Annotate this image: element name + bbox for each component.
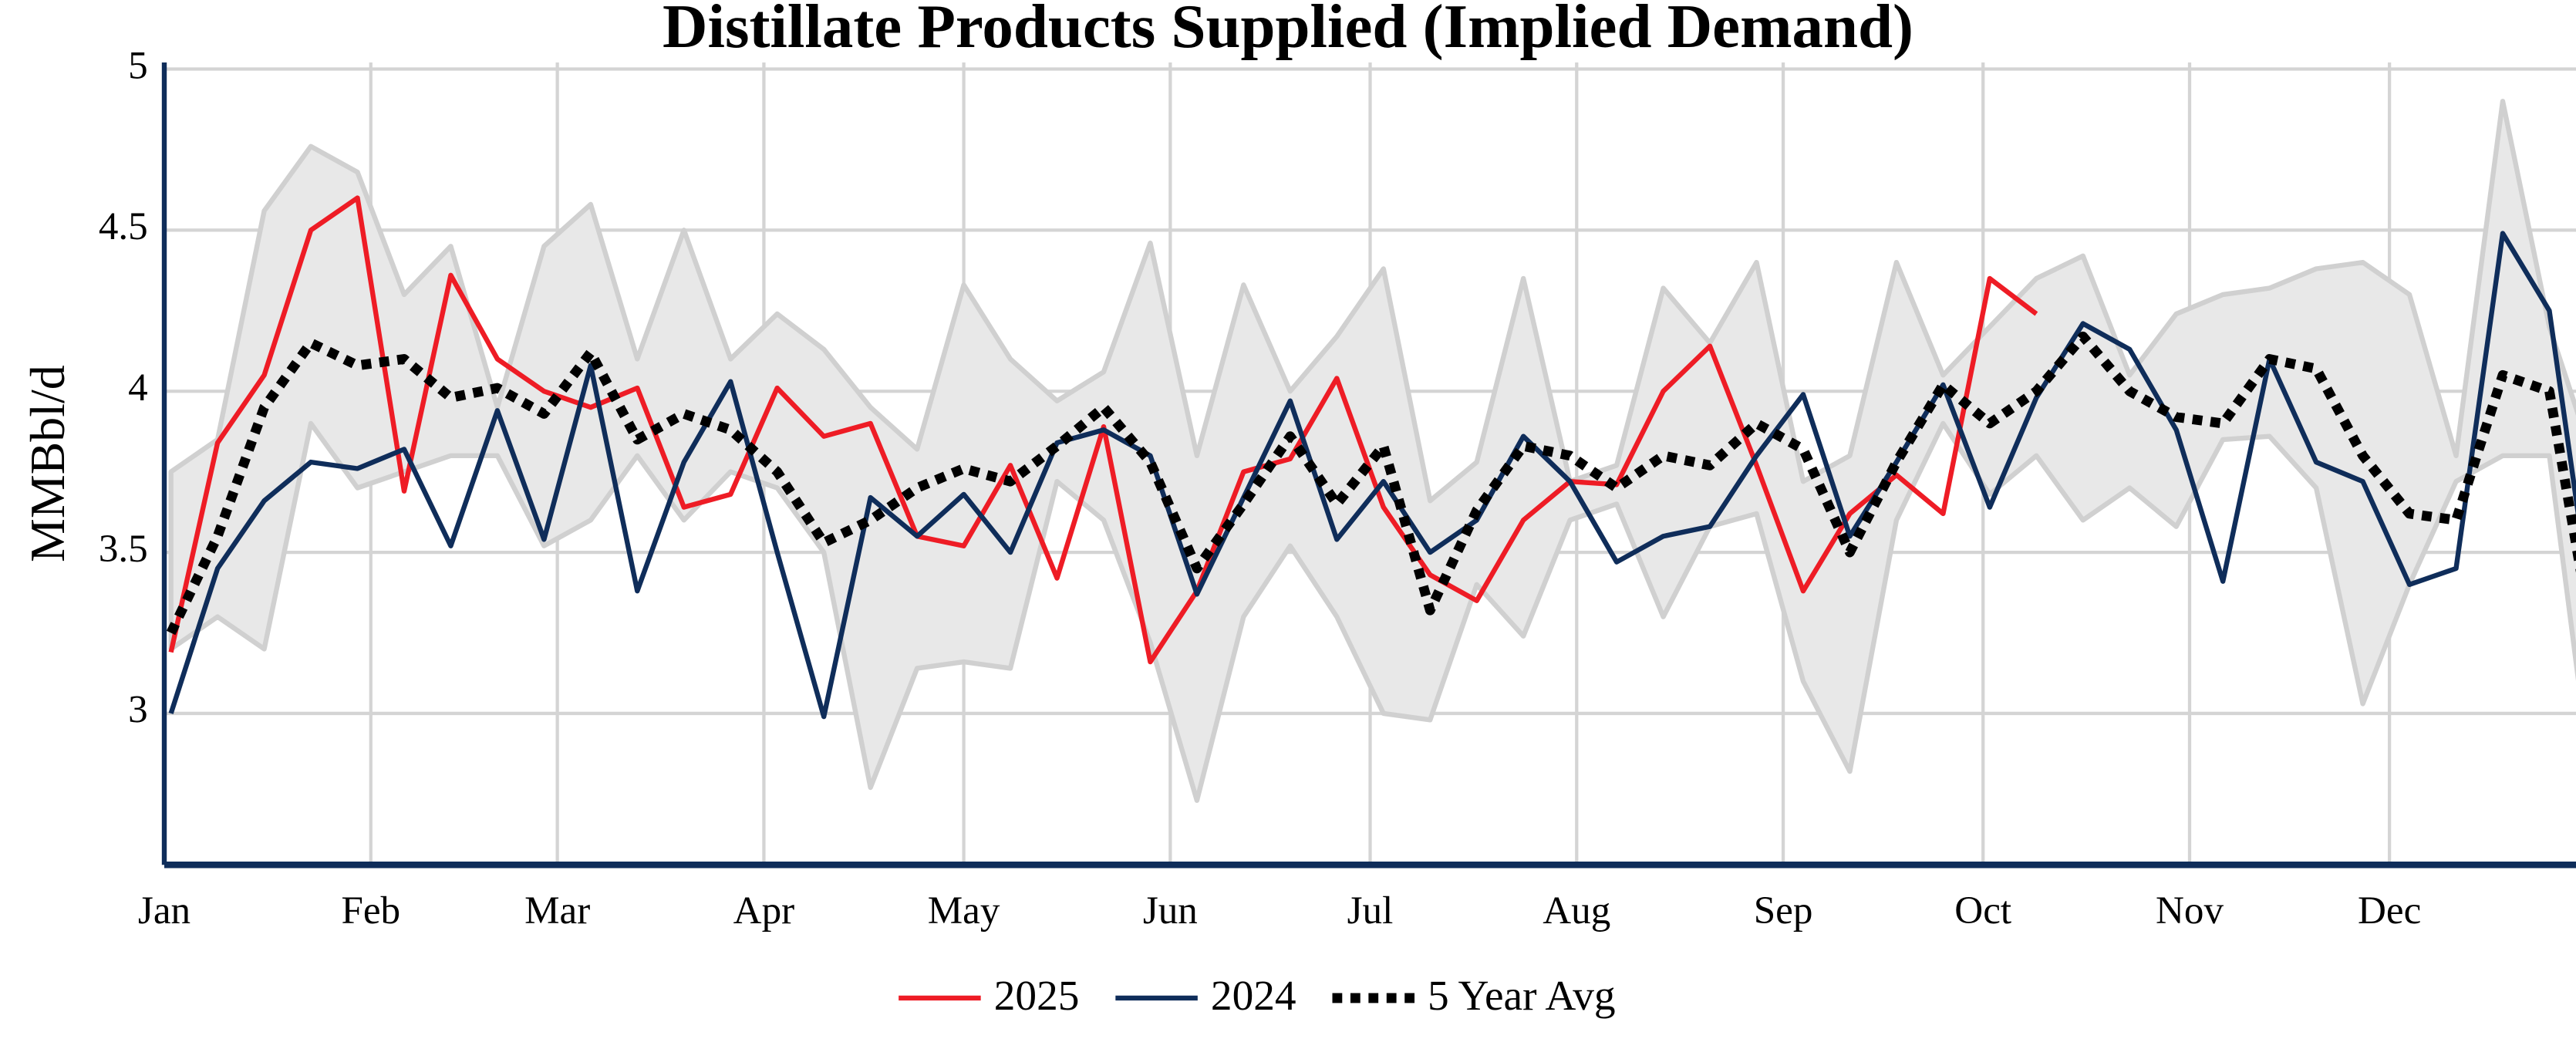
x-tick-label: Mar	[524, 889, 590, 933]
x-tick-label: Apr	[733, 889, 794, 933]
x-tick-label: Aug	[1543, 889, 1610, 933]
plot-area	[166, 99, 2576, 803]
x-tick-label: Jan	[138, 889, 191, 933]
y-tick-label: 4.5	[99, 204, 148, 248]
x-tick-label: May	[928, 889, 1000, 933]
legend-label: 5 Year Avg	[1428, 972, 1616, 1019]
y-tick-label: 3.5	[99, 527, 148, 571]
y-tick-label: 4	[128, 366, 148, 410]
chart-title: Distillate Products Supplied (Implied De…	[663, 0, 1913, 61]
x-tick-label: Nov	[2156, 889, 2224, 933]
y-axis-label: MMBbl/d	[20, 365, 75, 562]
x-tick-label: Jun	[1143, 889, 1198, 933]
legend-label: 2025	[994, 972, 1080, 1019]
x-tick-label: Sep	[1754, 889, 1813, 933]
series-line	[166, 331, 2576, 636]
axes: 3 3.5 4 4.5 5 Jan Feb Mar Apr May Jun Jul Aug Sep Oct N…	[99, 43, 2576, 933]
x-tick-label: Dec	[2358, 889, 2421, 933]
x-tick-label: Feb	[341, 889, 400, 933]
series-line	[168, 195, 2038, 665]
legend-label: 2024	[1211, 972, 1296, 1019]
y-tick-label: 5	[128, 43, 148, 87]
x-tick-label: Oct	[1954, 889, 2011, 933]
x-tick-label: Jul	[1347, 889, 1394, 933]
series-line	[168, 231, 2576, 720]
legend: 2025 2024 5 Year Avg	[899, 972, 1616, 1019]
y-tick-label: 3	[128, 688, 148, 732]
